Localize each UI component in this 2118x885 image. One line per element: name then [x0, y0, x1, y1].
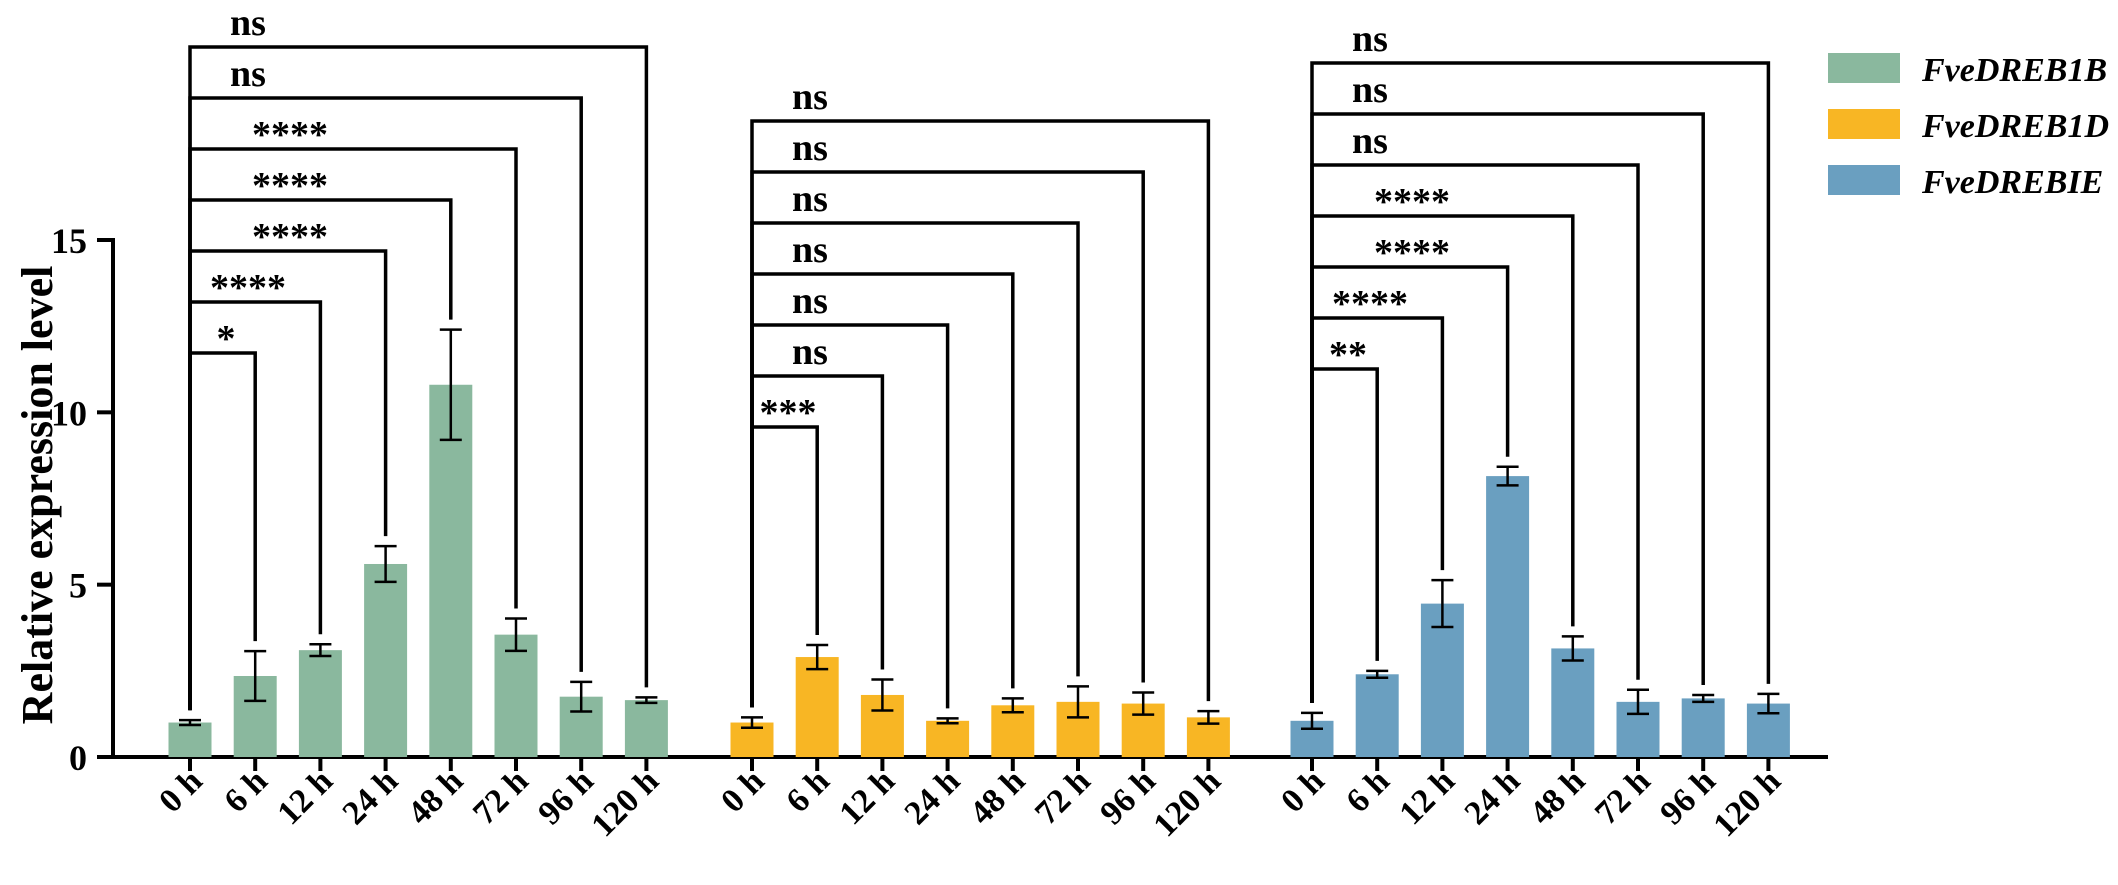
legend-label: FveDREB1D — [1921, 108, 2109, 145]
x-tick-label: 120 h — [1146, 762, 1228, 844]
y-tick-label: 10 — [51, 393, 87, 433]
bar-FveDREB1B-12h — [298, 650, 342, 757]
significance-label: ns — [230, 2, 266, 44]
bar-FveDREB1B-120h — [624, 700, 668, 757]
x-tick-label: 24 h — [1458, 762, 1528, 832]
significance-label: **** — [210, 267, 286, 309]
bar-FveDREBIE-12h — [1420, 603, 1464, 757]
x-tick-label: 120 h — [1706, 762, 1788, 844]
x-tick-label: 48 h — [1523, 762, 1593, 832]
x-tick-label: 0 h — [714, 762, 772, 820]
significance-label: ns — [1352, 18, 1388, 60]
bar-FveDREBIE-48h — [1551, 648, 1595, 757]
legend-item: FveDREBIE — [1828, 164, 2103, 201]
bar-FveDREBIE-6h — [1355, 674, 1399, 757]
significance-bracket — [750, 119, 1211, 708]
bar-FveDREB1B-0h — [168, 722, 212, 757]
bar-FveDREBIE-24h — [1486, 476, 1530, 757]
significance-label: **** — [252, 216, 328, 258]
bar-FveDREB1B-72h — [494, 634, 538, 757]
significance-bracket — [1310, 265, 1510, 703]
significance-label: ns — [1352, 69, 1388, 111]
y-ticks: 0 5 10 15 — [51, 221, 113, 778]
x-tick-label: 12 h — [1392, 762, 1462, 832]
legend-swatch — [1828, 165, 1900, 195]
significance-label: ns — [792, 229, 828, 271]
x-tick-label: 6 h — [779, 762, 837, 820]
x-tick-label: 24 h — [336, 762, 406, 832]
significance-label: ns — [792, 331, 828, 373]
legend-label: FveDREB1B — [1921, 52, 2107, 89]
x-tick-label: 48 h — [963, 762, 1033, 832]
x-tick-label: 72 h — [1028, 762, 1098, 832]
bar-FveDREBIE-96h — [1681, 698, 1725, 757]
significance-label: **** — [252, 114, 328, 156]
significance-bracket — [1310, 367, 1379, 703]
legend-item: FveDREB1D — [1828, 108, 2109, 145]
x-tick-label: 72 h — [1588, 762, 1658, 832]
x-tick-label: 0 h — [152, 762, 210, 820]
significance-label: **** — [252, 165, 328, 207]
y-tick-label: 0 — [69, 738, 87, 778]
legend-item: FveDREB1B — [1828, 52, 2107, 89]
x-tick-label: 6 h — [1339, 762, 1397, 820]
legend: FveDREB1B FveDREB1D FveDREBIE — [1828, 52, 2109, 201]
significance-label: ns — [1352, 120, 1388, 162]
bar-FveDREB1D-24h — [926, 720, 970, 757]
significance-label: ns — [230, 53, 266, 95]
significance-label: *** — [760, 392, 817, 434]
significance-label: ns — [792, 178, 828, 220]
y-tick-label: 15 — [51, 221, 87, 261]
y-tick-label: 5 — [69, 566, 87, 606]
x-tick-label: 0 h — [1274, 762, 1332, 820]
significance-bracket — [1310, 61, 1771, 703]
significance-label: ns — [792, 76, 828, 118]
bar-FveDREB1B-24h — [364, 563, 408, 757]
significance-bracket — [1310, 163, 1640, 703]
significance-label: ** — [1329, 334, 1367, 376]
y-axis-label: Relative expression level — [13, 266, 62, 725]
x-tick-label: 12 h — [832, 762, 902, 832]
x-tick-label: 24 h — [898, 762, 968, 832]
bar-FveDREB1D-48h — [991, 705, 1035, 757]
legend-swatch — [1828, 109, 1900, 139]
significance-label: **** — [1332, 283, 1408, 325]
significance-label: **** — [1374, 181, 1450, 223]
bar-FveDREB1D-6h — [795, 657, 839, 757]
x-tick-label: 48 h — [401, 762, 471, 832]
x-tick-label: 120 h — [584, 762, 666, 844]
x-tick-label: 72 h — [466, 762, 536, 832]
legend-swatch — [1828, 53, 1900, 83]
x-tick-label: 6 h — [217, 762, 275, 820]
legend-label: FveDREBIE — [1921, 164, 2103, 201]
significance-label: **** — [1374, 232, 1450, 274]
significance-bracket — [750, 323, 950, 709]
significance-label: ns — [792, 280, 828, 322]
significance-bracket — [188, 45, 649, 711]
significance-label: ns — [792, 127, 828, 169]
significance-bracket — [188, 351, 257, 711]
significance-label: * — [217, 318, 236, 360]
bar-FveDREB1B-48h — [429, 384, 473, 757]
x-tick-label: 12 h — [270, 762, 340, 832]
